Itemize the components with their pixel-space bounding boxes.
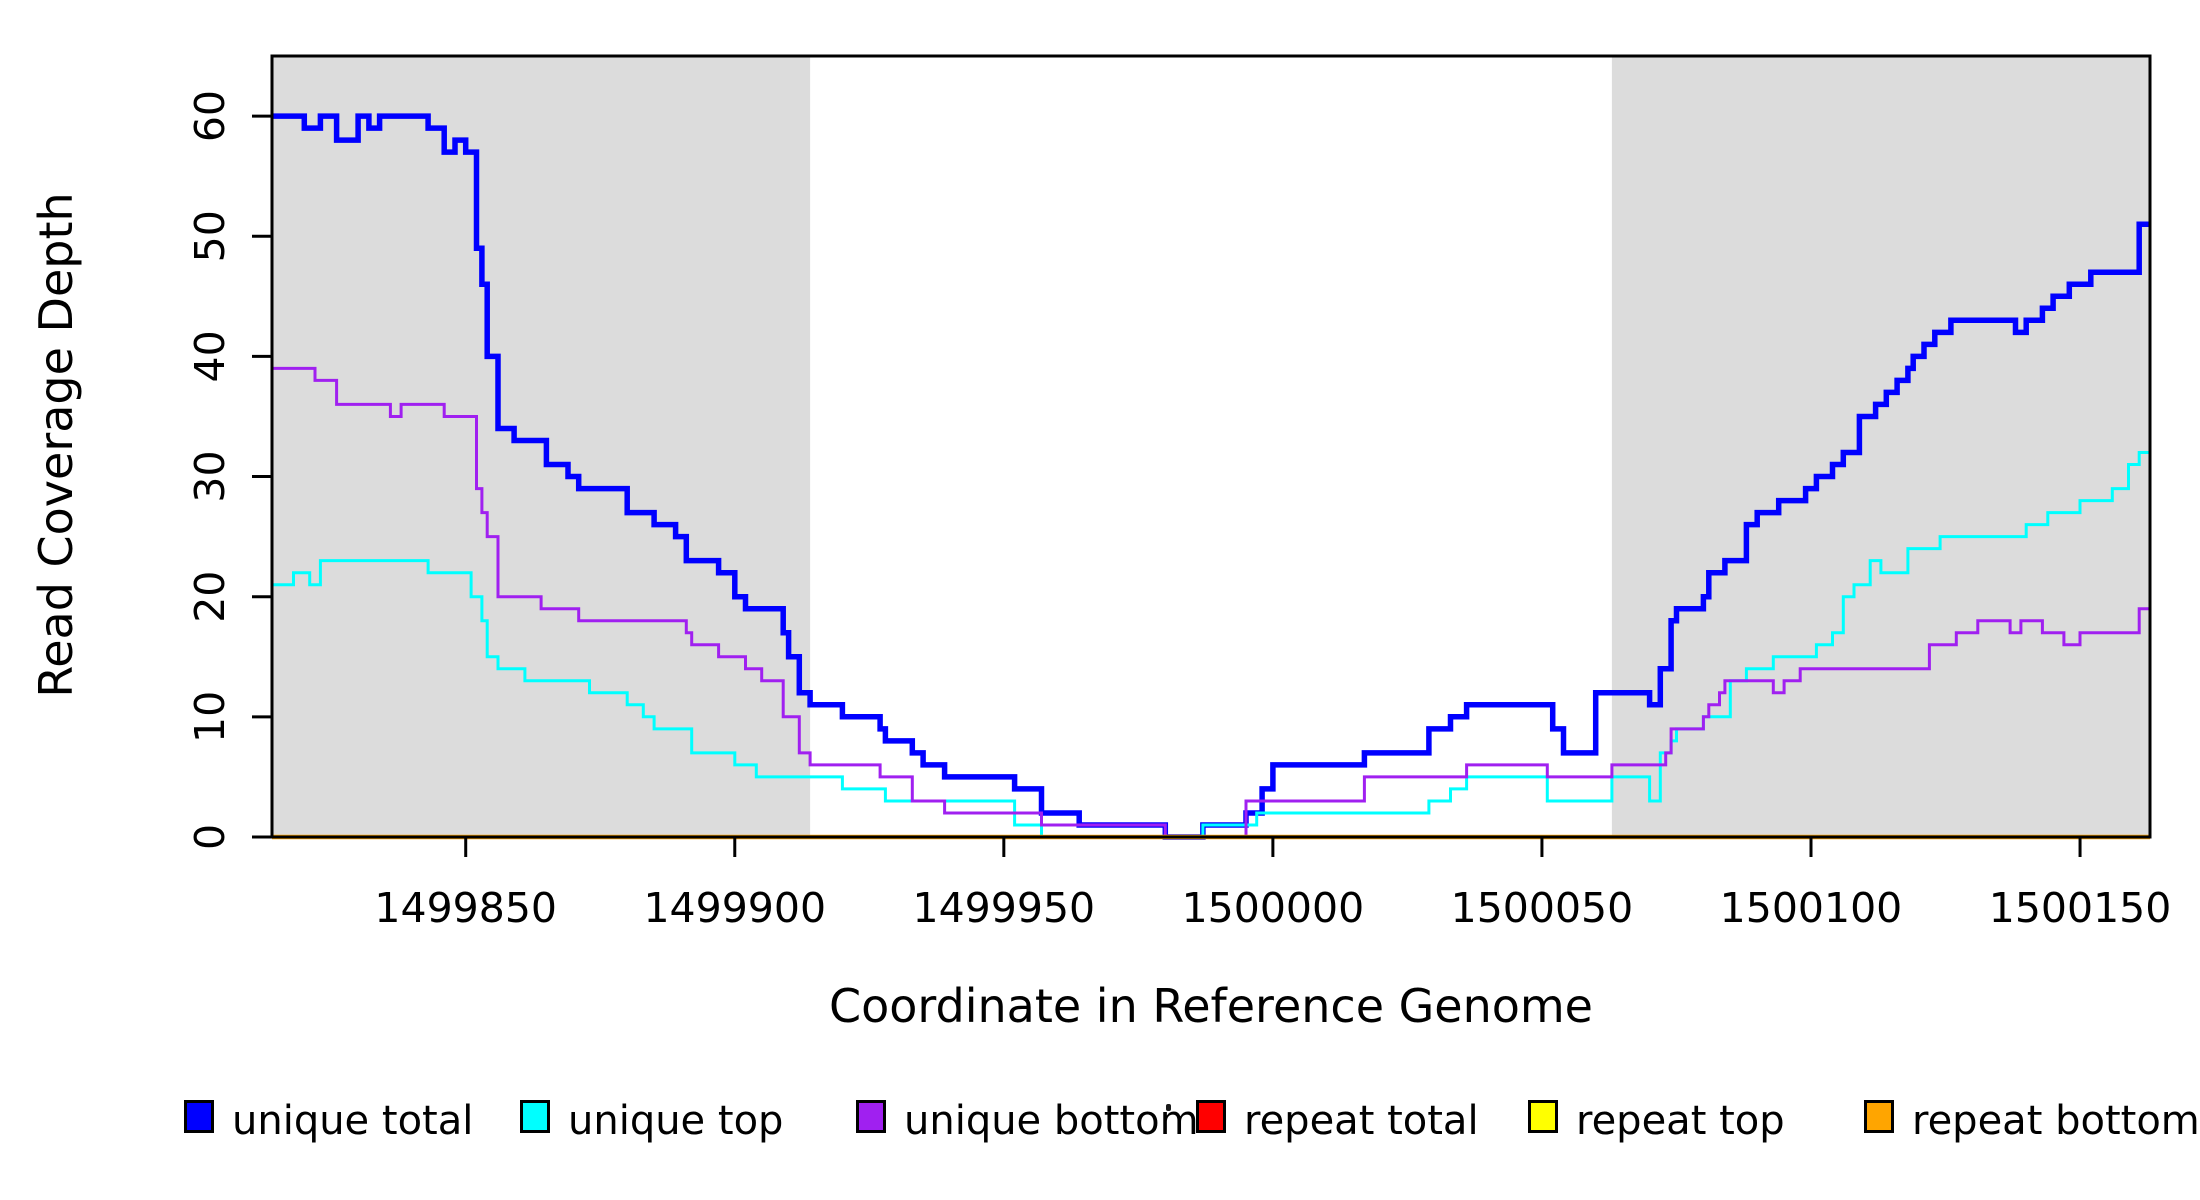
series-unique-top-line bbox=[272, 451, 2150, 839]
x-tick-label: 1499900 bbox=[643, 884, 826, 932]
shaded-regions bbox=[272, 56, 2150, 837]
plot-box bbox=[270, 54, 2152, 839]
x-tick-label: 1500150 bbox=[1989, 884, 2172, 932]
shaded-region-right-flank bbox=[1611, 56, 2150, 837]
x-tick-label: 1499850 bbox=[374, 884, 557, 932]
x-axis-title: Coordinate in Reference Genome bbox=[829, 979, 1593, 1033]
x-tick-label: 1499950 bbox=[913, 884, 1096, 932]
y-tick-label: 50 bbox=[186, 210, 234, 262]
y-axis-title: Read Coverage Depth bbox=[29, 192, 83, 697]
y-tick-label: 10 bbox=[186, 691, 234, 743]
shaded-region-left-flank bbox=[272, 56, 811, 837]
y-tick-label: 0 bbox=[186, 824, 234, 850]
y-tick-label: 60 bbox=[186, 90, 234, 142]
legend-artifact-dot bbox=[1166, 1104, 1171, 1111]
y-axis-ticks: 0 10 20 30 40 50 60 bbox=[186, 90, 272, 850]
x-tick-label: 1500000 bbox=[1182, 884, 1365, 932]
plot-frame bbox=[270, 54, 2152, 839]
y-tick-label: 30 bbox=[186, 450, 234, 502]
x-axis-ticks: 1499850 1499900 1499950 1500000 1500050 15001… bbox=[374, 837, 2171, 932]
series-unique-bottom-line bbox=[272, 366, 2150, 839]
y-tick-label: 40 bbox=[186, 330, 234, 382]
x-tick-label: 1500100 bbox=[1720, 884, 1903, 932]
x-tick-label: 1500050 bbox=[1451, 884, 1634, 932]
y-tick-label: 20 bbox=[186, 571, 234, 623]
